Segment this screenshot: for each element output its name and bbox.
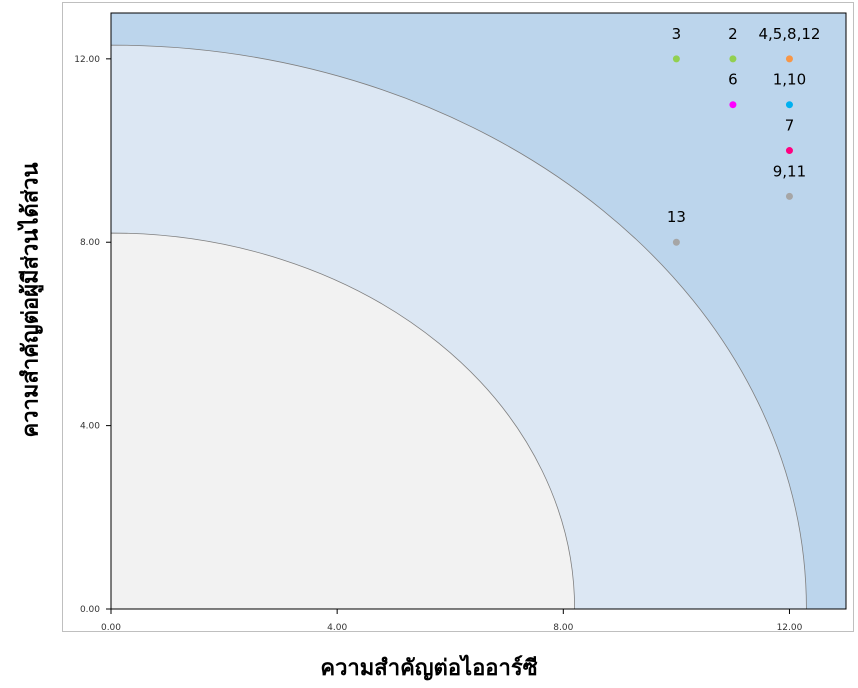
point-label: 1,10	[773, 71, 806, 89]
band-2	[111, 232, 576, 609]
y-tick-label: 4.00	[80, 422, 100, 432]
point-label: 4,5,8,12	[758, 25, 820, 43]
data-point	[672, 238, 680, 246]
data-point	[785, 101, 793, 109]
point-label: 7	[785, 117, 795, 135]
y-axis-title: ความสำคัญต่อผู้มีส่วนได้ส่วน	[18, 162, 44, 438]
point-label: 6	[728, 71, 738, 89]
x-tick-label: 8.00	[553, 623, 573, 633]
x-tick-label: 12.00	[777, 623, 803, 633]
x-tick-label: 0.00	[101, 623, 121, 633]
point-label: 3	[672, 25, 682, 43]
band-group	[111, 13, 846, 609]
data-point	[785, 192, 793, 200]
chart-frame	[62, 2, 854, 632]
x-axis-title: ความสำคัญต่อไออาร์ซี	[320, 656, 538, 681]
data-point	[785, 147, 793, 155]
point-label: 2	[728, 25, 738, 43]
data-point	[672, 55, 680, 63]
y-tick-label: 8.00	[80, 238, 100, 248]
data-point	[729, 55, 737, 63]
x-tick-label: 4.00	[327, 623, 347, 633]
y-tick-label: 12.00	[74, 55, 100, 65]
plot-border	[110, 12, 847, 610]
data-point	[785, 55, 793, 63]
point-label: 13	[667, 208, 686, 226]
data-point	[729, 101, 737, 109]
point-label: 9,11	[773, 162, 806, 180]
y-tick-label: 0.00	[80, 605, 100, 615]
